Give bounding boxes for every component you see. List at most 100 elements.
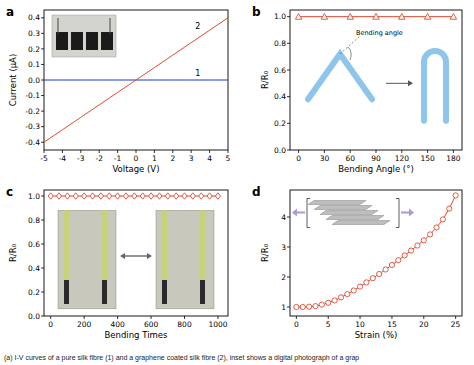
inset-clip bbox=[64, 210, 69, 280]
data-point bbox=[399, 13, 405, 19]
y-tick-label: 0.2 bbox=[28, 288, 40, 297]
data-point bbox=[82, 193, 87, 199]
x-tick-label: 5 bbox=[326, 320, 331, 329]
x-tick-label: 30 bbox=[320, 154, 330, 163]
data-point bbox=[434, 225, 439, 230]
x-tick-label: 0 bbox=[294, 320, 299, 329]
y-tick-label: 0.6 bbox=[28, 240, 40, 249]
x-tick bbox=[172, 150, 173, 153]
x-tick-label: 1000 bbox=[208, 320, 227, 329]
y-tick bbox=[287, 16, 290, 17]
series-line bbox=[296, 195, 455, 307]
data-point bbox=[148, 193, 153, 199]
x-tick-label: 0 bbox=[48, 320, 53, 329]
y-tick bbox=[41, 142, 44, 143]
x-tick bbox=[62, 150, 63, 153]
data-point bbox=[383, 267, 388, 272]
inset-probe bbox=[162, 280, 167, 304]
caption: (a) I-V curves of a pure silk fibre (1) … bbox=[4, 354, 359, 362]
y-tick-label: 0.3 bbox=[28, 29, 40, 38]
x-tick-label: 600 bbox=[144, 320, 159, 329]
data-point bbox=[190, 193, 195, 199]
x-tick bbox=[136, 150, 137, 153]
x-tick-label: 25 bbox=[451, 320, 461, 329]
series-label: 1 bbox=[195, 69, 200, 78]
data-group bbox=[294, 193, 458, 310]
arrow-head bbox=[408, 80, 413, 86]
inset-clip bbox=[86, 32, 98, 50]
graphene-sheet bbox=[308, 201, 366, 205]
y-tick-label: 0.4 bbox=[28, 264, 40, 273]
figure: -5-4-3-2-1012345-0.4-0.3-0.2-0.10.00.10.… bbox=[0, 0, 474, 365]
panel-label: a bbox=[6, 5, 14, 19]
y-tick-label: 0.8 bbox=[28, 216, 40, 225]
background bbox=[0, 0, 474, 365]
x-tick bbox=[99, 150, 100, 153]
inset-probe bbox=[102, 280, 107, 304]
y-tick bbox=[41, 292, 44, 293]
data-point bbox=[157, 193, 162, 199]
x-tick-label: -2 bbox=[95, 154, 103, 163]
y-tick bbox=[287, 277, 290, 278]
y-tick-label: 4 bbox=[281, 213, 286, 222]
data-point bbox=[300, 304, 305, 309]
data-point bbox=[402, 253, 407, 258]
data-point bbox=[199, 193, 204, 199]
data-point bbox=[396, 258, 401, 263]
data-group bbox=[295, 13, 456, 19]
x-tick bbox=[50, 316, 51, 319]
angle-arc bbox=[348, 47, 351, 60]
y-tick bbox=[287, 43, 290, 44]
x-axis-label: Voltage (V) bbox=[112, 164, 159, 174]
x-tick bbox=[328, 316, 329, 319]
y-tick bbox=[41, 95, 44, 96]
y-tick-label: 0.6 bbox=[274, 66, 286, 75]
strain-arrow-head bbox=[292, 209, 297, 217]
data-point bbox=[48, 193, 53, 199]
y-tick-label: 0.2 bbox=[28, 45, 40, 54]
x-tick-label: 90 bbox=[371, 154, 381, 163]
x-tick bbox=[84, 316, 85, 319]
inset-clip bbox=[71, 32, 83, 50]
inset-clip bbox=[102, 210, 107, 280]
data-point bbox=[364, 280, 369, 285]
y-axis-label: R/R₀ bbox=[8, 243, 18, 262]
data-point bbox=[307, 304, 312, 309]
data-point bbox=[357, 284, 362, 289]
x-tick-label: 200 bbox=[77, 320, 92, 329]
panel: 03060901201501800.00.20.40.60.81.0Bendin… bbox=[252, 5, 462, 174]
inset-clip bbox=[162, 210, 167, 280]
x-axis-label: Bending Angle (°) bbox=[338, 164, 413, 174]
inset-diagram bbox=[308, 36, 446, 121]
data-point bbox=[73, 193, 78, 199]
x-tick bbox=[296, 316, 297, 319]
y-tick-label: -0.2 bbox=[25, 107, 40, 116]
folded-fibre bbox=[424, 51, 446, 121]
data-group bbox=[48, 193, 220, 199]
data-point bbox=[450, 13, 456, 19]
x-tick-label: 2 bbox=[170, 154, 175, 163]
data-point bbox=[56, 193, 61, 199]
y-tick bbox=[41, 33, 44, 34]
y-tick bbox=[41, 244, 44, 245]
bracket bbox=[307, 199, 399, 228]
x-tick-label: 1 bbox=[152, 154, 157, 163]
data-point bbox=[98, 193, 103, 199]
inset-probe bbox=[200, 280, 205, 304]
plot-frame bbox=[290, 190, 462, 316]
y-tick-label: 0.0 bbox=[28, 76, 40, 85]
x-tick bbox=[217, 316, 218, 319]
inset-photo bbox=[52, 15, 116, 57]
y-tick-label: 0.2 bbox=[274, 119, 286, 128]
x-tick-label: 60 bbox=[345, 154, 355, 163]
x-tick bbox=[376, 150, 377, 153]
inset-clip bbox=[101, 32, 113, 50]
arrow-heads bbox=[120, 253, 152, 259]
x-tick-label: -4 bbox=[59, 154, 67, 163]
data-point bbox=[347, 13, 353, 19]
y-tick-label: -0.4 bbox=[25, 138, 40, 147]
x-tick-label: 0 bbox=[296, 154, 301, 163]
data-point bbox=[332, 298, 337, 303]
data-point bbox=[107, 193, 112, 199]
x-tick-label: -1 bbox=[114, 154, 122, 163]
